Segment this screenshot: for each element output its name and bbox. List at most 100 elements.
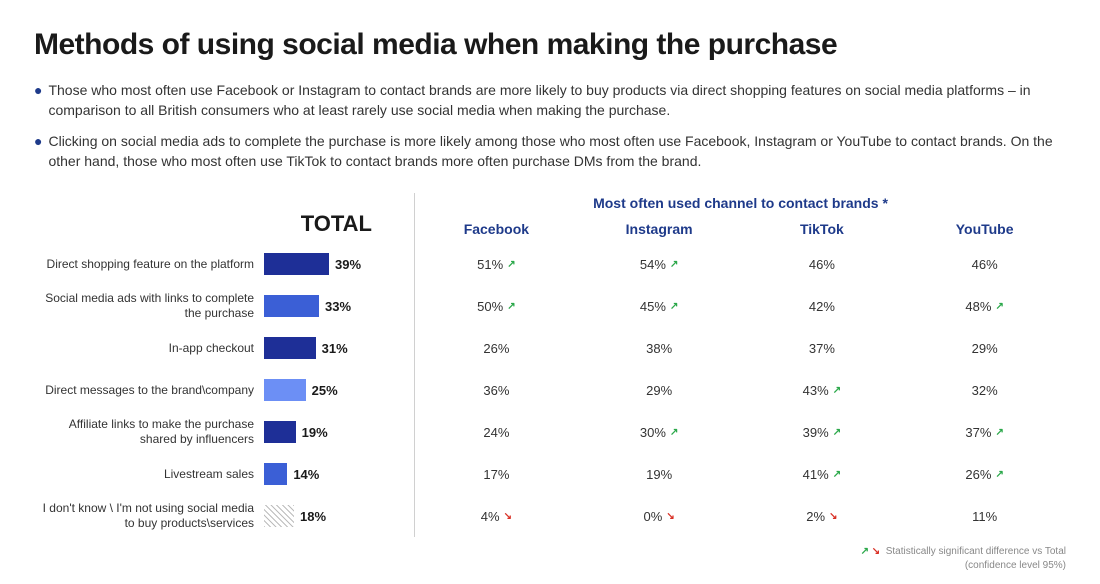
bar-wrap: 33% [264,295,364,317]
data-cell: 50% ↗ [415,299,578,314]
channels-row: FacebookInstagramTikTokYouTube [415,215,1066,243]
row-label: Direct messages to the brand\company [34,383,264,398]
data-row-right: 24% 30%↗ 39% ↗ 37%↗ [415,411,1066,453]
data-cell: 4%↘ [415,509,578,524]
cell-value: 50% [477,299,503,314]
bar-value: 18% [300,509,326,524]
row-label: Social media ads with links to complete … [34,291,264,321]
row-label: In-app checkout [34,341,264,356]
row-label: Direct shopping feature on the platform [34,257,264,272]
bullet-item: ●Clicking on social media ads to complet… [34,131,1066,172]
bar-wrap: 39% [264,253,364,275]
cell-value: 29% [972,341,998,356]
data-row-left: I don't know \ I'm not using social medi… [34,495,414,537]
cell-value: 43% [803,383,829,398]
arrow-up-icon: ↗ [833,385,841,396]
cell-value: 39% [803,425,829,440]
data-cell: 29% [903,341,1066,356]
data-row-right: 36%29%43%↗32% [415,369,1066,411]
arrow-down-icon: ↘ [872,546,880,557]
arrow-down-icon: ↘ [666,511,674,522]
data-row-right: 4%↘0%↘2%↘11% [415,495,1066,537]
arrow-up-icon: ↗ [861,546,869,557]
data-row-left: Livestream sales 14% [34,453,414,495]
data-cell: 41%↗ [741,467,904,482]
bar-wrap: 19% [264,421,364,443]
cell-value: 51% [477,257,503,272]
bullet-text: Those who most often use Facebook or Ins… [48,80,1066,121]
cell-value: 42% [809,299,835,314]
cell-value: 11% [972,509,997,524]
bar-value: 25% [312,383,338,398]
row-label: Affiliate links to make the purchase sha… [34,417,264,447]
data-cell: 30%↗ [578,425,741,440]
page-title: Methods of using social media when makin… [34,28,1066,62]
bar-wrap: 31% [264,337,364,359]
bar-wrap: 18% [264,505,364,527]
data-row-right: 50%↗45%↗42%48%↗ [415,285,1066,327]
arrow-up-icon: ↗ [507,301,515,312]
data-cell: 37% [741,341,904,356]
arrow-up-icon: ↗ [833,427,841,438]
data-cell: 38% [578,341,741,356]
data-cell: 37%↗ [903,425,1066,440]
bullet-dot-icon: ● [34,80,42,121]
data-row-left: Direct messages to the brand\company 25% [34,369,414,411]
bar [264,463,287,485]
bar-value: 39% [335,257,361,272]
channels-header: Most often used channel to contact brand… [415,193,1066,215]
data-cell: 42% [741,299,904,314]
cell-value: 24% [483,425,509,440]
data-row-left: Direct shopping feature on the platform 3… [34,243,414,285]
bullet-item: ●Those who most often use Facebook or In… [34,80,1066,121]
bar [264,295,319,317]
chart-area: TOTAL Direct shopping feature on the pla… [34,193,1066,537]
data-cell: 43% ↗ [741,383,904,398]
data-row-left: Social media ads with links to complete … [34,285,414,327]
arrow-up-icon: ↗ [833,469,841,480]
data-cell: 17% [415,467,578,482]
bar-wrap: 25% [264,379,364,401]
row-label: I don't know \ I'm not using social medi… [34,501,264,531]
footnote-line1: Statistically significant difference vs … [886,546,1066,557]
cell-value: 38% [646,341,672,356]
footnote: ↗ ↘ Statistically significant difference… [861,545,1066,573]
data-cell: 48%↗ [903,299,1066,314]
cell-value: 19% [646,467,672,482]
arrow-up-icon: ↗ [670,259,678,270]
bar-value: 33% [325,299,351,314]
bar [264,505,294,527]
data-cell: 51%↗ [415,257,578,272]
channel-header: Facebook [415,221,578,237]
cell-value: 46% [809,257,835,272]
data-cell: 11% [903,509,1066,524]
left-column: TOTAL Direct shopping feature on the pla… [34,193,414,537]
bar [264,379,306,401]
cell-value: 37% [809,341,835,356]
bar [264,421,296,443]
cell-value: 2% [806,509,825,524]
cell-value: 0% [644,509,663,524]
bar [264,253,329,275]
data-cell: 19% [578,467,741,482]
data-cell: 46% [741,257,904,272]
bar-value: 14% [293,467,319,482]
cell-value: 54% [640,257,666,272]
total-header: TOTAL [34,193,414,243]
cell-value: 45% [640,299,666,314]
row-label: Livestream sales [34,467,264,482]
arrow-up-icon: ↗ [670,427,678,438]
cell-value: 26% [483,341,509,356]
data-cell: 45%↗ [578,299,741,314]
data-cell: 26%↗ [903,467,1066,482]
arrow-up-icon: ↗ [995,301,1003,312]
cell-value: 36% [483,383,509,398]
data-cell: 2%↘ [741,509,904,524]
right-column: Most often used channel to contact brand… [414,193,1066,537]
bar-value: 31% [322,341,348,356]
channel-header: YouTube [903,221,1066,237]
arrow-up-icon: ↗ [995,469,1003,480]
data-cell: 0%↘ [578,509,741,524]
bar-value: 19% [302,425,328,440]
cell-value: 29% [646,383,672,398]
